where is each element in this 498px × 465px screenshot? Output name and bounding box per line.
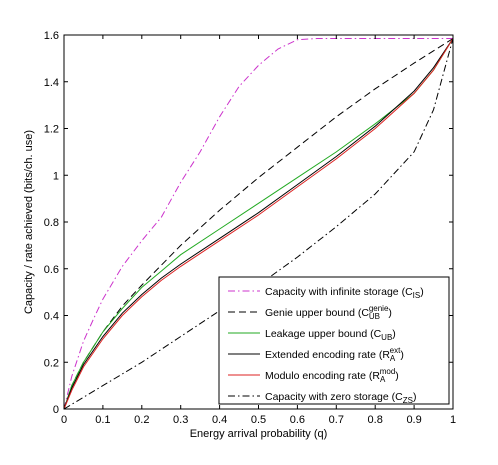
x-tick-label: 0 xyxy=(61,414,67,426)
legend-label: Genie upper bound (CUBgenie) xyxy=(265,304,392,321)
x-tick-label: 0.8 xyxy=(368,414,383,426)
x-tick-label: 0.3 xyxy=(173,414,188,426)
y-tick-label: 0.6 xyxy=(44,264,59,276)
series-layer xyxy=(63,38,454,410)
legend-label: Capacity with infinite storage (CIS) xyxy=(265,286,424,300)
legend-label: Leakage upper bound (CUB) xyxy=(265,328,396,342)
series-line-6 xyxy=(63,38,454,410)
y-axis-label: Capacity / rate achieved (bits/ch. use) xyxy=(23,130,35,314)
x-tick-label: 0.6 xyxy=(290,414,305,426)
x-tick-label: 1 xyxy=(450,414,456,426)
x-tick-label: 0.9 xyxy=(406,414,421,426)
y-tick-label: 1.6 xyxy=(44,30,59,42)
series-line-1 xyxy=(63,38,453,410)
x-tick-label: 0.4 xyxy=(212,414,227,426)
series-line-4 xyxy=(63,38,454,410)
legend: Capacity with infinite storage (CIS) Geni… xyxy=(218,276,450,405)
x-tick-label: 0.2 xyxy=(134,414,149,426)
y-tick-label: 1 xyxy=(53,170,59,182)
tick-layer: 0 0.1 0.2 0.3 0.4 0.5 0.6 0.7 0.8 0.9 1 0 0.2 0.4 0.6 0… xyxy=(44,30,456,426)
x-tick-label: 0.1 xyxy=(95,414,110,426)
y-tick-label: 0.4 xyxy=(44,311,59,323)
legend-label: Capacity with zero storage (CZS) xyxy=(265,391,416,405)
legend-box xyxy=(218,276,450,405)
y-tick-label: 1.2 xyxy=(44,124,59,136)
y-tick-label: 0.2 xyxy=(44,357,59,369)
y-tick-label: 1.4 xyxy=(44,77,59,89)
x-tick-label: 0.7 xyxy=(329,414,344,426)
x-tick-label: 0.5 xyxy=(251,414,266,426)
legend-label: Extended encoding rate (RAext) xyxy=(265,346,404,363)
x-axis-label: Energy arrival probability (q) xyxy=(190,428,328,440)
legend-label: Modulo encoding rate (RAmod) xyxy=(265,367,399,384)
y-tick-label: 0.8 xyxy=(44,217,59,229)
y-tick-label: 0 xyxy=(53,404,59,416)
series-line-5 xyxy=(63,38,454,410)
